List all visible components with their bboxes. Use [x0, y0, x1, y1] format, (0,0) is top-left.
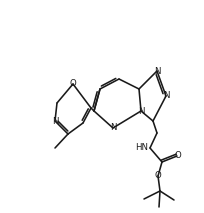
Text: N: N — [153, 66, 160, 75]
Text: N: N — [109, 124, 116, 132]
Text: N: N — [162, 92, 169, 101]
Text: O: O — [154, 171, 161, 180]
Text: O: O — [174, 151, 181, 161]
Text: O: O — [69, 79, 76, 88]
Text: N: N — [51, 117, 58, 125]
Text: HN: HN — [134, 144, 147, 153]
Text: N: N — [137, 108, 144, 117]
